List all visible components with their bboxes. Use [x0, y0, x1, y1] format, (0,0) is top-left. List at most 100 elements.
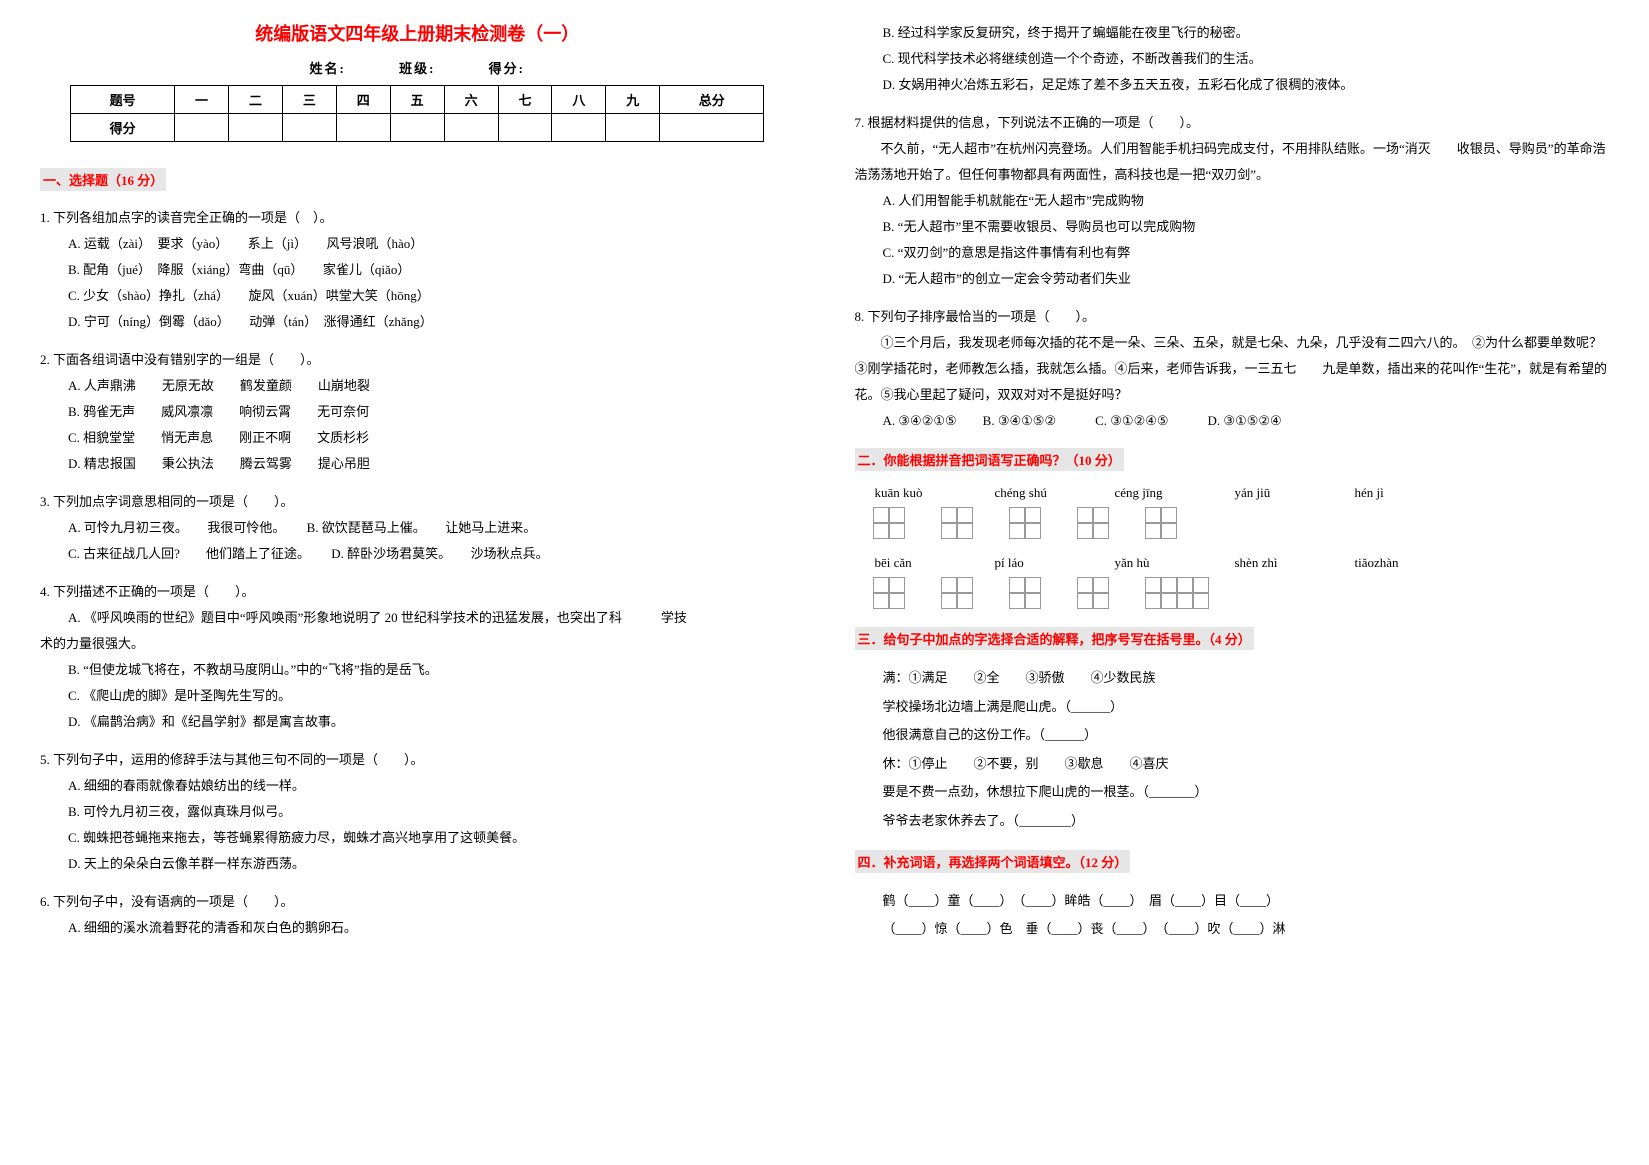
- q6-opt-d: D. 女娲用神火冶炼五彩石，足足炼了差不多五天五夜，五彩石化成了很稠的液体。: [883, 72, 1610, 98]
- score-header-row: 题号 一 二 三 四 五 六 七 八 九 总分: [71, 86, 764, 114]
- exam-title: 统编版语文四年级上册期末检测卷（一）: [40, 20, 795, 46]
- th: 九: [606, 86, 660, 114]
- q5-opt-d: D. 天上的朵朵白云像羊群一样东游西荡。: [68, 851, 795, 877]
- q1-stem: 1. 下列各组加点字的读音完全正确的一项是（ ）。: [40, 205, 795, 231]
- q4-stem: 4. 下列描述不正确的一项是（ ）。: [40, 579, 795, 605]
- q6-opt-b: B. 经过科学家反复研究，终于揭开了蝙蝠能在夜里飞行的秘密。: [883, 20, 1610, 46]
- q8: 8. 下列句子排序最恰当的一项是（ ）。 ①三个月后，我发现老师每次插的花不是一…: [855, 304, 1610, 434]
- py: chéng shú: [995, 485, 1075, 501]
- pinyin-row-2: bēi cǎn pí láo yǎn hù shèn zhì tiǎozhàn: [875, 555, 1610, 571]
- q6: 6. 下列句子中，没有语病的一项是（ ）。 A. 细细的溪水流着野花的清香和灰白…: [40, 889, 795, 941]
- td: [606, 114, 660, 142]
- th: 题号: [71, 86, 175, 114]
- th: 八: [552, 86, 606, 114]
- q3-stem: 3. 下列加点字词意思相同的一项是（ ）。: [40, 489, 795, 515]
- left-column: 统编版语文四年级上册期末检测卷（一） 姓名: 班级: 得分: 题号 一 二 三 …: [40, 20, 795, 950]
- q3-opt-d: D. 醉卧沙场君莫笑。 沙场秋点兵。: [331, 541, 548, 567]
- section-2-heading: 二．你能根据拼音把词语写正确吗？（10 分）: [855, 448, 1124, 471]
- write-grid: [1077, 577, 1109, 609]
- q6-opt-c: C. 现代科学技术必将继续创造一个个奇迹，不断改善我们的生活。: [883, 46, 1610, 72]
- q7-opt-b: B. “无人超市”里不需要收银员、导购员也可以完成购物: [883, 214, 1610, 240]
- q3: 3. 下列加点字词意思相同的一项是（ ）。 A. 可怜九月初三夜。 我很可怜他。…: [40, 489, 795, 567]
- idiom-line-1: 鹤（____）童（____） （____）眸皓（____） 眉（____）目（_…: [883, 887, 1610, 916]
- q6-opt-a: A. 细细的溪水流着野花的清香和灰白色的鹅卵石。: [68, 915, 795, 941]
- meta-name: 姓名:: [309, 61, 345, 76]
- write-grid: [941, 577, 973, 609]
- meta-class: 班级:: [399, 61, 435, 76]
- td: [444, 114, 498, 142]
- th: 六: [444, 86, 498, 114]
- q8-passage: ①三个月后，我发现老师每次插的花不是一朵、三朵、五朵，就是七朵、九朵，几乎没有二…: [855, 330, 1610, 408]
- td: [336, 114, 390, 142]
- td: [282, 114, 336, 142]
- q4-opt-a: A. 《呼风唤雨的世纪》题目中“呼风唤雨”形象地说明了 20 世纪科学技术的迅猛…: [68, 605, 795, 631]
- q8-opts: A. ③④②①⑤ B. ③④①⑤② C. ③①②④⑤ D. ③①⑤②④: [883, 408, 1610, 434]
- py: hén jì: [1355, 485, 1435, 501]
- write-grid: [873, 577, 905, 609]
- write-grid: [1009, 577, 1041, 609]
- td: [498, 114, 552, 142]
- section-1-heading: 一、选择题（16 分）: [40, 168, 166, 191]
- py: céng jīng: [1115, 485, 1195, 501]
- xiu-def: 休：①停止 ②不要，别 ③歇息 ④喜庆: [883, 750, 1610, 779]
- q-section4: 鹤（____）童（____） （____）眸皓（____） 眉（____）目（_…: [855, 887, 1610, 944]
- q5-opt-a: A. 细细的春雨就像春姑娘纺出的线一样。: [68, 773, 795, 799]
- idiom-line-2: （____）惊（____）色 垂（____）丧（____） （____）吹（__…: [883, 915, 1610, 944]
- meta-score: 得分:: [489, 61, 525, 76]
- q8-stem: 8. 下列句子排序最恰当的一项是（ ）。: [855, 304, 1610, 330]
- py: bēi cǎn: [875, 555, 955, 571]
- man-s2: 他很满意自己的这份工作。（______）: [883, 721, 1610, 750]
- q1: 1. 下列各组加点字的读音完全正确的一项是（ ）。 A. 运载（zài） 要求（…: [40, 205, 795, 335]
- q7-stem: 7. 根据材料提供的信息，下列说法不正确的一项是（ ）。: [855, 110, 1610, 136]
- man-s1: 学校操场北边墙上满是爬山虎。（______）: [883, 693, 1610, 722]
- section-3-heading: 三．给句子中加点的字选择合适的解释，把序号写在括号里。（4 分）: [855, 627, 1254, 650]
- meta-line: 姓名: 班级: 得分:: [40, 58, 795, 77]
- td: [660, 114, 764, 142]
- write-grid: [1077, 507, 1109, 539]
- th: 二: [229, 86, 283, 114]
- th: 总分: [660, 86, 764, 114]
- write-grid-row-1: [873, 507, 1610, 539]
- score-value-row: 得分: [71, 114, 764, 142]
- td: [175, 114, 229, 142]
- man-def: 满：①满足 ②全 ③骄傲 ④少数民族: [883, 664, 1610, 693]
- q4-opt-c: C. 《爬山虎的脚》是叶圣陶先生写的。: [68, 683, 795, 709]
- q6-cont: B. 经过科学家反复研究，终于揭开了蝙蝠能在夜里飞行的秘密。 C. 现代科学技术…: [855, 20, 1610, 98]
- th: 一: [175, 86, 229, 114]
- xiu-s2: 爷爷去老家休养去了。（________）: [883, 807, 1610, 836]
- q7-opt-c: C. “双刃剑”的意思是指这件事情有利也有弊: [883, 240, 1610, 266]
- py: yán jiū: [1235, 485, 1315, 501]
- q5-opt-b: B. 可怜九月初三夜，露似真珠月似弓。: [68, 799, 795, 825]
- q5-opt-c: C. 蜘蛛把苍蝇拖来拖去，等苍蝇累得筋疲力尽，蜘蛛才高兴地享用了这顿美餐。: [68, 825, 795, 851]
- q7-opt-a: A. 人们用智能手机就能在“无人超市”完成购物: [883, 188, 1610, 214]
- q2-opt-c: C. 相貌堂堂 悄无声息 刚正不啊 文质杉杉: [68, 425, 795, 451]
- q4: 4. 下列描述不正确的一项是（ ）。 A. 《呼风唤雨的世纪》题目中“呼风唤雨”…: [40, 579, 795, 735]
- q5-stem: 5. 下列句子中，运用的修辞手法与其他三句不同的一项是（ ）。: [40, 747, 795, 773]
- py: kuān kuò: [875, 485, 955, 501]
- right-column: B. 经过科学家反复研究，终于揭开了蝙蝠能在夜里飞行的秘密。 C. 现代科学技术…: [855, 20, 1610, 950]
- pinyin-row-1: kuān kuò chéng shú céng jīng yán jiū hén…: [875, 485, 1610, 501]
- q2-opt-b: B. 鸦雀无声 威风凛凛 响彻云霄 无可奈何: [68, 399, 795, 425]
- section-4-heading: 四．补充词语，再选择两个词语填空。（12 分）: [855, 850, 1131, 873]
- write-grid: [941, 507, 973, 539]
- q4-opt-d: D. 《扁鹊治病》和《纪昌学射》都是寓言故事。: [68, 709, 795, 735]
- xiu-s1: 要是不费一点劲，休想拉下爬山虎的一根茎。（_______）: [883, 778, 1610, 807]
- q2-opt-a: A. 人声鼎沸 无原无故 鹤发童颜 山崩地裂: [68, 373, 795, 399]
- q7: 7. 根据材料提供的信息，下列说法不正确的一项是（ ）。 不久前，“无人超市”在…: [855, 110, 1610, 292]
- q2-opt-d: D. 精忠报国 秉公执法 腾云驾雾 提心吊胆: [68, 451, 795, 477]
- q3-row1: A. 可怜九月初三夜。 我很可怜他。 B. 欲饮琵琶马上催。 让她马上进来。: [68, 515, 795, 541]
- th: 七: [498, 86, 552, 114]
- q3-opt-b: B. 欲饮琵琶马上催。 让她马上进来。: [307, 515, 537, 541]
- q3-opt-c: C. 古来征战几人回? 他们踏上了征途。: [68, 541, 310, 567]
- py: yǎn hù: [1115, 555, 1195, 571]
- td: [552, 114, 606, 142]
- q2-stem: 2. 下面各组词语中没有错别字的一组是（ ）。: [40, 347, 795, 373]
- py: tiǎozhàn: [1355, 555, 1435, 571]
- td: [390, 114, 444, 142]
- q7-passage: 不久前，“无人超市”在杭州闪亮登场。人们用智能手机扫码完成支付，不用排队结账。一…: [855, 136, 1610, 188]
- q6-stem: 6. 下列句子中，没有语病的一项是（ ）。: [40, 889, 795, 915]
- th: 五: [390, 86, 444, 114]
- q7-opt-d: D. “无人超市”的创立一定会令劳动者们失业: [883, 266, 1610, 292]
- q1-opt-d: D. 宁可（níng）倒霉（dǎo） 动弹（tán） 涨得通红（zhǎng）: [68, 309, 795, 335]
- q3-row2: C. 古来征战几人回? 他们踏上了征途。 D. 醉卧沙场君莫笑。 沙场秋点兵。: [68, 541, 795, 567]
